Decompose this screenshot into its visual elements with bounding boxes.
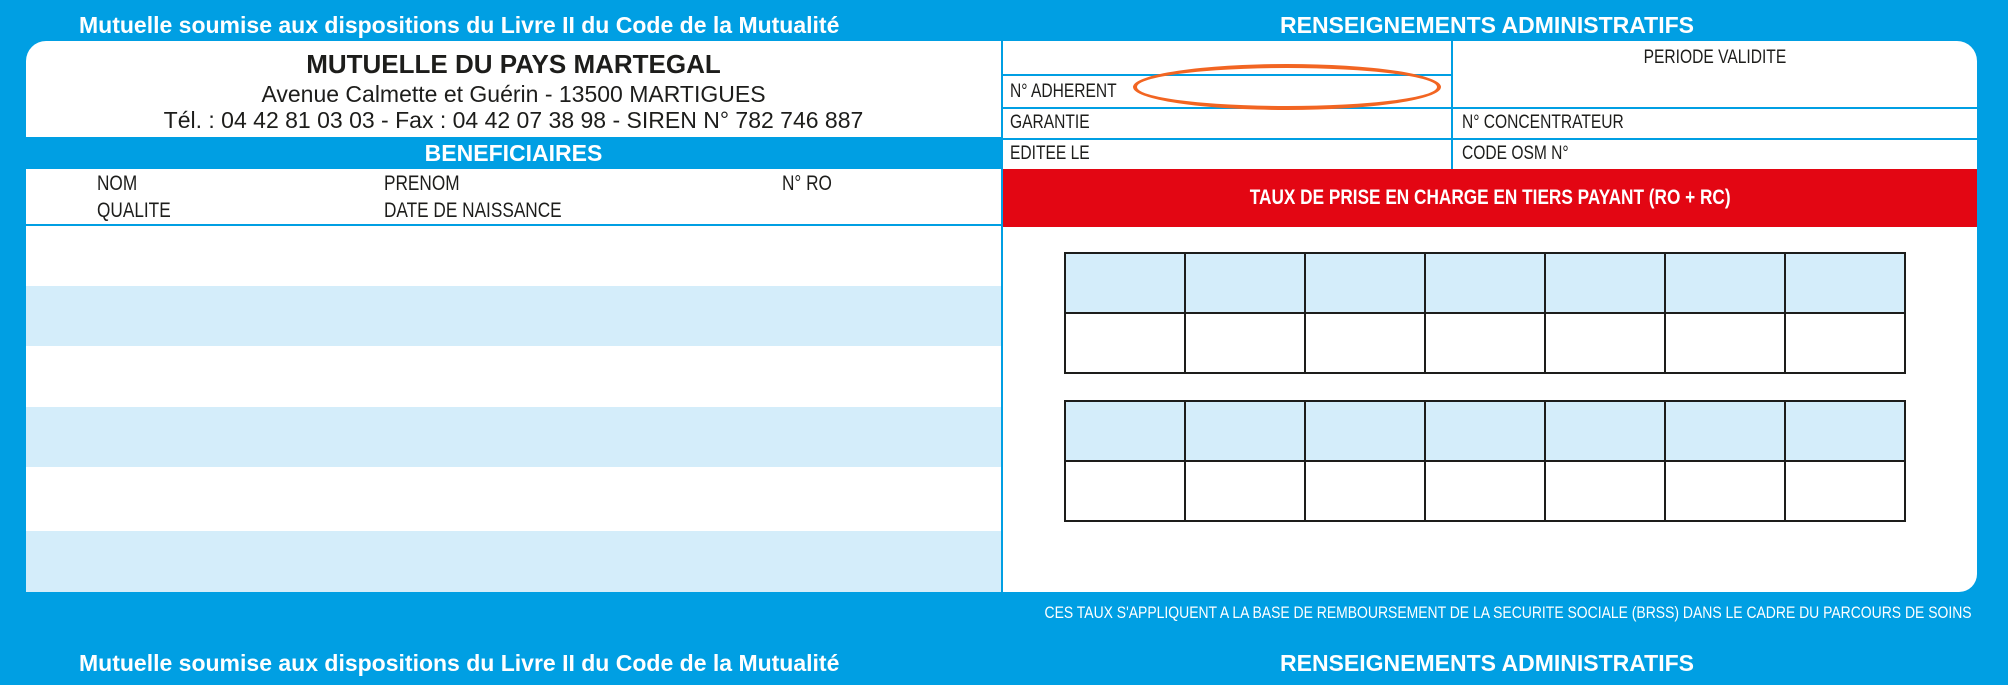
- rate-value-cell[interactable]: [1064, 460, 1186, 522]
- concentrateur-label: N° CONCENTRATEUR: [1462, 112, 1624, 133]
- rates-title: TAUX DE PRISE EN CHARGE EN TIERS PAYANT …: [1003, 169, 1977, 227]
- highlight-ellipse: [1133, 64, 1441, 110]
- rate-value-cell[interactable]: [1184, 460, 1306, 522]
- beneficiary-row[interactable]: [26, 467, 1001, 527]
- rate-header-cell[interactable]: [1184, 252, 1306, 314]
- footnote: CES TAUX S'APPLIQUENT A LA BASE DE REMBO…: [1044, 603, 1972, 622]
- beneficiary-row[interactable]: [26, 346, 1001, 406]
- beneficiary-row[interactable]: [26, 226, 1001, 286]
- card: MUTUELLE DU PAYS MARTEGAL Avenue Calmett…: [26, 41, 1977, 592]
- rate-header-cell[interactable]: [1304, 400, 1426, 462]
- col-date-naissance: DATE DE NAISSANCE: [384, 199, 562, 222]
- rate-header-cell[interactable]: [1064, 252, 1186, 314]
- rate-value-cell[interactable]: [1664, 312, 1786, 374]
- rate-value-cell[interactable]: [1424, 312, 1546, 374]
- rate-header-cell[interactable]: [1784, 400, 1906, 462]
- org-contact: Tél. : 04 42 81 03 03 - Fax : 04 42 07 3…: [163, 107, 864, 133]
- col-qualite: QUALITE: [97, 199, 171, 222]
- rate-value-cell[interactable]: [1544, 460, 1666, 522]
- rate-header-cell[interactable]: [1184, 400, 1306, 462]
- rate-value-cell[interactable]: [1784, 460, 1906, 522]
- beneficiaries-title: BENEFICIAIRES: [26, 137, 1001, 169]
- rate-value-cell[interactable]: [1544, 312, 1666, 374]
- rate-header-cell[interactable]: [1424, 252, 1546, 314]
- beneficiary-row[interactable]: [26, 407, 1001, 467]
- rate-value-cell[interactable]: [1424, 460, 1546, 522]
- top-banner-right: RENSEIGNEMENTS ADMINISTRATIFS: [1280, 12, 1695, 38]
- rate-value-cell[interactable]: [1304, 460, 1426, 522]
- rate-value-cell[interactable]: [1664, 460, 1786, 522]
- col-no-ro: N° RO: [782, 172, 832, 195]
- rate-value-cell[interactable]: [1304, 312, 1426, 374]
- bottom-banner-right: RENSEIGNEMENTS ADMINISTRATIFS: [1280, 650, 1695, 676]
- rate-value-cell[interactable]: [1184, 312, 1306, 374]
- org-name: MUTUELLE DU PAYS MARTEGAL: [306, 49, 721, 79]
- rate-header-cell[interactable]: [1544, 400, 1666, 462]
- bottom-banner-left: Mutuelle soumise aux dispositions du Liv…: [79, 650, 840, 676]
- org-address: Avenue Calmette et Guérin - 13500 MARTIG…: [261, 81, 766, 107]
- rates-table-1: [1064, 252, 1906, 374]
- rate-header-cell[interactable]: [1064, 400, 1186, 462]
- top-banner-left: Mutuelle soumise aux dispositions du Liv…: [79, 12, 840, 38]
- beneficiary-row[interactable]: [26, 531, 1001, 592]
- rate-header-cell[interactable]: [1784, 252, 1906, 314]
- rate-header-cell[interactable]: [1544, 252, 1666, 314]
- divider: [1003, 138, 1977, 140]
- beneficiary-row[interactable]: [26, 286, 1001, 346]
- rate-header-cell[interactable]: [1664, 252, 1786, 314]
- adherent-label: N° ADHERENT: [1010, 81, 1117, 102]
- editee-label: EDITEE LE: [1010, 143, 1090, 164]
- rate-value-cell[interactable]: [1784, 312, 1906, 374]
- rate-header-cell[interactable]: [1664, 400, 1786, 462]
- divider: [1451, 41, 1453, 169]
- garantie-label: GARANTIE: [1010, 112, 1090, 133]
- rate-value-cell[interactable]: [1064, 312, 1186, 374]
- col-prenom: PRENOM: [384, 172, 460, 195]
- col-nom: NOM: [97, 172, 138, 195]
- divider: [1001, 41, 1003, 592]
- rates-table-2: [1064, 400, 1906, 522]
- divider: [1003, 107, 1977, 109]
- divider: [26, 224, 1001, 226]
- rate-header-cell[interactable]: [1424, 400, 1546, 462]
- rate-header-cell[interactable]: [1304, 252, 1426, 314]
- osm-label: CODE OSM N°: [1462, 143, 1569, 164]
- periode-label: PERIODE VALIDITE: [1643, 47, 1787, 68]
